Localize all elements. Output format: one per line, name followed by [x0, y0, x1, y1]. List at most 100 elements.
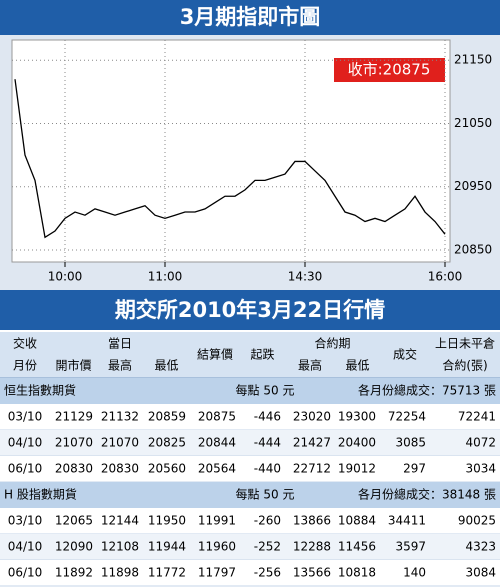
cell: 21427	[293, 436, 331, 450]
annotation: 收市:20875	[348, 61, 431, 79]
cell: 20560	[148, 462, 186, 476]
cell: 19012	[338, 462, 376, 476]
cell: 06/10	[8, 462, 43, 476]
cell: 20830	[55, 462, 93, 476]
x-tick-label: 14:30	[288, 270, 323, 284]
header-cell: 月份	[13, 359, 37, 373]
price-line	[14, 79, 446, 239]
x-tick-label: 16:00	[428, 270, 463, 284]
cell: 4072	[465, 436, 496, 450]
header-cell: 當日	[108, 337, 132, 351]
cell: 11898	[101, 566, 139, 580]
header-cell: 最高	[108, 358, 132, 373]
cell: 297	[403, 462, 426, 476]
row-bg	[0, 560, 500, 586]
cell: -256	[254, 566, 281, 580]
table-title: 期交所2010年3月22日行情	[115, 298, 385, 322]
cell: 12065	[55, 514, 93, 528]
y-tick-label: 20950	[454, 179, 492, 193]
cell: 20844	[198, 436, 236, 450]
cell: 90025	[458, 514, 496, 528]
cell: 13566	[293, 566, 331, 580]
y-tick-label: 21150	[454, 53, 492, 67]
cell: 11892	[55, 566, 93, 580]
cell: 11944	[148, 540, 186, 554]
y-tick-label: 21050	[454, 116, 492, 130]
cell: 21132	[101, 410, 139, 424]
cell: 21070	[101, 436, 139, 450]
cell: 4323	[465, 540, 496, 554]
section-total: 各月份總成交：75713 張	[358, 383, 496, 398]
cell: -260	[254, 514, 281, 528]
header-cell: 上日未平倉	[435, 336, 495, 351]
cell: 19300	[338, 410, 376, 424]
header-cell: 合約(張)	[442, 358, 487, 373]
header-cell: 最高	[298, 358, 322, 373]
cell: 11772	[148, 566, 186, 580]
row-bg	[0, 456, 500, 482]
cell: 20564	[198, 462, 236, 476]
cell: -440	[254, 462, 281, 476]
cell: 10818	[338, 566, 376, 580]
header-cell: 起跌	[250, 347, 274, 362]
section-bg	[0, 482, 500, 508]
section-title: H 股指數期貨	[4, 487, 77, 502]
cell: -444	[254, 436, 281, 450]
cell: 72241	[458, 410, 496, 424]
section-unit: 每點 50 元	[236, 383, 295, 398]
x-tick-label: 11:00	[148, 270, 183, 284]
header-cell: 合約期	[314, 336, 350, 351]
cell: 06/10	[8, 566, 43, 580]
cell: 12108	[101, 540, 139, 554]
header-cell: 最低	[154, 359, 178, 373]
cell: 03/10	[8, 514, 43, 528]
chart-title: 3月期指即市圖	[180, 5, 321, 29]
title-bar	[0, 0, 500, 35]
cell: 04/10	[8, 436, 43, 450]
cell: 04/10	[8, 540, 43, 554]
table-title-bar	[0, 290, 500, 330]
cell: 12144	[101, 514, 139, 528]
cell: 03/10	[8, 410, 43, 424]
row-bg	[0, 534, 500, 560]
cell: 23020	[293, 410, 331, 424]
header-cell: 結算價	[197, 347, 233, 362]
cell: 20830	[101, 462, 139, 476]
cell: 13866	[293, 514, 331, 528]
cell: 21129	[55, 410, 93, 424]
annotation-box	[334, 58, 445, 82]
header-cell: 開市價	[55, 358, 91, 373]
cell: 3597	[395, 540, 426, 554]
header-cell: 最低	[345, 359, 369, 373]
row-bg	[0, 404, 500, 430]
cell: 11950	[148, 514, 186, 528]
cell: 22712	[293, 462, 331, 476]
cell: 12288	[293, 540, 331, 554]
header-bg	[0, 332, 500, 378]
cell: 72254	[388, 410, 426, 424]
section-unit: 每點 50 元	[236, 487, 295, 502]
cell: 12090	[55, 540, 93, 554]
cell: 3085	[395, 436, 426, 450]
section-bg	[0, 378, 500, 404]
cell: 11797	[198, 566, 236, 580]
cell: 20825	[148, 436, 186, 450]
row-bg	[0, 508, 500, 534]
header-cell: 成交	[393, 347, 417, 362]
cell: 21070	[55, 436, 93, 450]
row-bg	[0, 430, 500, 456]
cell: 20875	[198, 410, 236, 424]
cell: 11991	[198, 514, 236, 528]
cell: 11456	[338, 540, 376, 554]
cell: 140	[403, 566, 426, 580]
cell: 3034	[465, 462, 496, 476]
cell: 11960	[198, 540, 236, 554]
cell: 20400	[338, 436, 376, 450]
y-tick-label: 20850	[454, 242, 492, 256]
section-title: 恒生指數期貨	[4, 383, 76, 398]
section-total: 各月份總成交：38148 張	[358, 487, 496, 502]
x-tick-label: 10:00	[48, 270, 83, 284]
cell: -446	[254, 410, 281, 424]
cell: 10884	[338, 514, 376, 528]
